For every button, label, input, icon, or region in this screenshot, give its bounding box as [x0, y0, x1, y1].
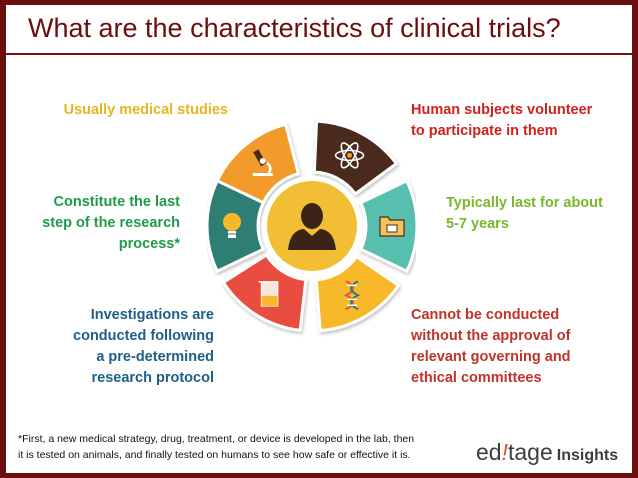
footnote-line-1: *First, a new medical strategy, drug, tr… — [18, 433, 415, 445]
person-icon — [288, 203, 336, 250]
label-investigations-line-4: research protocol — [91, 370, 215, 386]
label-typically-line-1: Typically last for about — [446, 195, 603, 211]
logo-brand-pre: ed — [476, 439, 502, 465]
lightbulb-icon — [223, 213, 241, 238]
footnote-line-2: it is tested on animals, and finally tes… — [18, 449, 411, 461]
footnote: *First, a new medical strategy, drug, tr… — [18, 431, 458, 463]
label-human: Human subjects volunteer to participate … — [411, 100, 626, 142]
label-cannot-line-1: Cannot be conducted — [411, 307, 560, 323]
dna-icon — [343, 280, 361, 311]
page-title: What are the characteristics of clinical… — [28, 13, 561, 43]
label-constitute-line-3: process* — [118, 236, 180, 252]
logo-brand: ed!tage — [476, 439, 553, 465]
folder-icon — [379, 216, 405, 237]
label-investigations-line-1: Investigations are — [90, 307, 214, 323]
label-constitute: Constitute the last step of the research… — [16, 192, 180, 255]
editage-insights-logo[interactable]: ed!tage Insights — [476, 439, 618, 469]
label-cannot-line-2: without the approval of — [411, 328, 571, 344]
slide: What are the characteristics of clinical… — [6, 5, 632, 473]
label-typically: Typically last for about 5-7 years — [446, 193, 626, 235]
label-investigations-line-2: conducted following — [73, 328, 214, 344]
label-human-line-1: Human subjects volunteer — [411, 102, 593, 118]
label-constitute-line-2: step of the research — [42, 215, 180, 231]
label-usually-line: Usually medical studies — [63, 102, 228, 118]
beaker-icon — [258, 281, 279, 307]
label-cannot-line-3: relevant governing and — [411, 349, 571, 365]
logo-brand-post: tage — [507, 439, 553, 465]
segment-orange — [214, 122, 300, 206]
label-usually: Usually medical studies — [36, 100, 228, 121]
label-investigations-line-3: a pre-determined — [96, 349, 214, 365]
logo-brand-i: ! — [501, 439, 508, 465]
logo-insights: Insights — [556, 447, 619, 464]
characteristics-wheel — [206, 119, 416, 333]
label-investigations: Investigations are conducted following a… — [26, 305, 214, 389]
label-typically-line-2: 5-7 years — [446, 216, 509, 232]
label-cannot-line-4: ethical committees — [411, 370, 542, 386]
title-bar: What are the characteristics of clinical… — [6, 5, 632, 55]
label-human-line-2: to participate in them — [411, 123, 558, 139]
label-constitute-line-1: Constitute the last — [53, 194, 180, 210]
label-cannot: Cannot be conducted without the approval… — [411, 305, 626, 389]
atom-icon — [334, 142, 365, 169]
segment-yellow — [314, 255, 401, 333]
microscope-icon — [252, 149, 273, 176]
